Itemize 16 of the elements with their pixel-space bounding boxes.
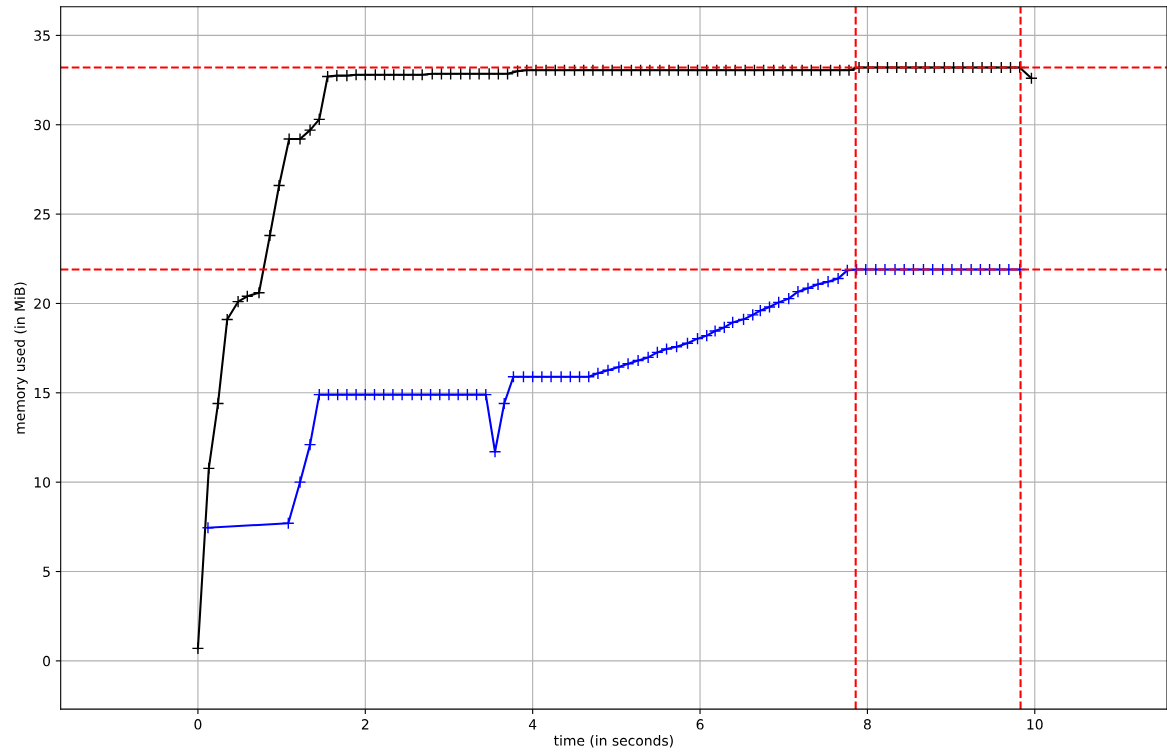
x-axis-title: time (in seconds): [553, 735, 673, 748]
x-tick-label: 8: [863, 719, 871, 730]
y-tick-label: 15: [34, 387, 50, 399]
y-tick-label: 25: [34, 209, 50, 220]
y-tick-label: 35: [34, 30, 50, 41]
y-tick-label: 5: [43, 566, 50, 577]
x-tick-label: 4: [528, 719, 537, 730]
y-tick-label: 10: [34, 477, 51, 488]
y-tick-label: 0: [43, 655, 51, 667]
y-axis-title: memory used (in MiB): [14, 282, 28, 434]
x-tick-label: 0: [194, 719, 202, 730]
x-tick-label: 10: [1027, 719, 1043, 730]
x-tick-label: 2: [361, 719, 369, 730]
y-tick-label: 30: [34, 119, 51, 131]
x-tick-label: 6: [696, 719, 704, 730]
y-tick-label: 20: [34, 298, 51, 309]
